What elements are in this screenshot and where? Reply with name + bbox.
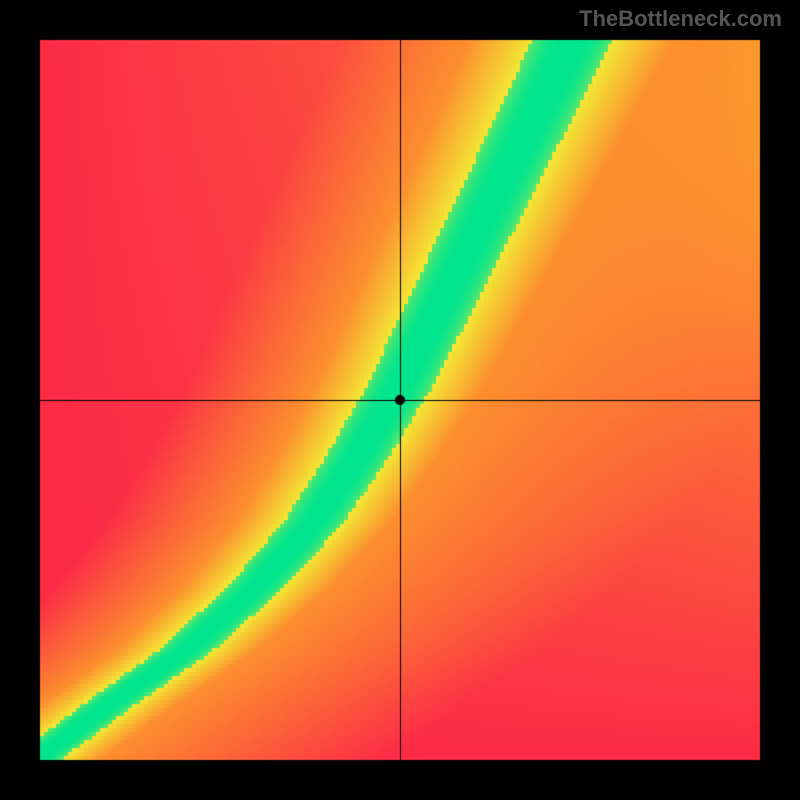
bottleneck-heatmap: [0, 0, 800, 800]
watermark-text: TheBottleneck.com: [579, 6, 782, 32]
